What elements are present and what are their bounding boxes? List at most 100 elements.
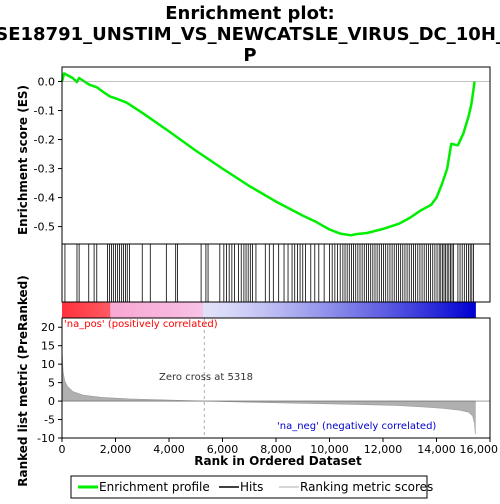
color-band-segment — [296, 302, 301, 318]
color-band-segment — [120, 302, 125, 318]
es-tick-label: -0.1 — [34, 105, 55, 118]
color-band-segment — [117, 302, 122, 318]
color-band-segment — [261, 302, 266, 318]
zero-cross-label: Zero cross at 5318 — [159, 372, 253, 383]
color-band-segment — [241, 302, 246, 318]
color-band-segment — [168, 302, 173, 318]
color-band-segment — [230, 302, 235, 318]
color-band-segment — [89, 302, 94, 318]
color-band-segment — [285, 302, 290, 318]
color-band-segment — [427, 302, 432, 318]
legend-item-hits: Hits — [240, 480, 263, 494]
color-band-segment — [113, 302, 118, 318]
chart-title-line-2: GSE18791_UNSTIM_VS_NEWCATSLE_VIRUS_DC_10… — [0, 24, 500, 45]
metric-tick-label: 10 — [41, 358, 55, 371]
color-band-segment — [371, 302, 377, 318]
color-band-segment — [323, 302, 328, 318]
color-band-segment — [337, 302, 342, 318]
es-curve — [60, 72, 476, 237]
es-axis-title: Enrichment score (ES) — [16, 85, 30, 235]
color-band-segment — [444, 302, 449, 318]
color-band-segment — [68, 302, 73, 318]
color-band-segment — [220, 302, 225, 318]
color-band-segment — [447, 302, 452, 318]
color-band-segment — [196, 302, 201, 318]
color-band-segment — [79, 302, 84, 318]
color-band-segment — [75, 302, 80, 318]
metric-tick-label: 0 — [48, 395, 55, 408]
color-band-segment — [175, 302, 180, 318]
color-band-segment — [303, 302, 308, 318]
x-tick-label: 16,000 — [460, 443, 499, 456]
color-band-segment — [413, 302, 418, 318]
color-band-segment — [423, 302, 428, 318]
color-band-segment — [361, 302, 366, 318]
color-band-segment — [110, 302, 115, 318]
es-tick-label: 0.0 — [38, 76, 56, 89]
color-band-segment — [185, 302, 191, 318]
hits-panel — [62, 244, 490, 302]
metric-panel — [62, 318, 490, 438]
metric-tick-label: -5 — [44, 414, 55, 427]
ranking-metric-area — [61, 349, 476, 435]
color-band-segment — [313, 302, 318, 318]
x-tick-label: 2,000 — [100, 443, 132, 456]
color-band-segment — [199, 302, 204, 318]
metric-tick-label: 20 — [41, 321, 55, 334]
color-band-segment — [416, 302, 421, 318]
color-band-segment — [430, 302, 435, 318]
color-band-segment — [154, 302, 160, 318]
color-band-segment — [464, 302, 469, 318]
color-band-segment — [237, 302, 242, 318]
color-band-segment — [158, 302, 163, 318]
metric-tick-label: 15 — [41, 340, 55, 353]
color-band-segment — [62, 302, 67, 318]
color-band-segment — [86, 302, 91, 318]
color-band-segment — [289, 302, 294, 318]
color-band-segment — [440, 302, 445, 318]
color-band-segment — [272, 302, 277, 318]
color-band-segment — [127, 302, 132, 318]
color-band-segment — [392, 302, 397, 318]
color-band-segment — [358, 302, 363, 318]
color-band-segment — [351, 302, 356, 318]
color-band-segment — [451, 302, 456, 318]
es-tick-label: -0.5 — [34, 221, 55, 234]
color-band-segment — [141, 302, 146, 318]
es-tick-label: -0.2 — [34, 134, 55, 147]
color-band-segment — [227, 302, 232, 318]
color-band-segment — [144, 302, 149, 318]
es-tick-label: -0.3 — [34, 163, 55, 176]
color-band-segment — [99, 302, 104, 318]
color-band-segment — [151, 302, 156, 318]
color-band-segment — [347, 302, 352, 318]
x-tick-label: 6,000 — [207, 443, 239, 456]
color-band-segment — [92, 302, 98, 318]
color-band-segment — [103, 302, 108, 318]
color-band-segment — [268, 302, 273, 318]
color-band-segment — [309, 302, 315, 318]
color-band-segment — [72, 302, 77, 318]
color-band-segment — [192, 302, 197, 318]
legend-item-enrichment-profile: Enrichment profile — [99, 480, 210, 494]
x-tick-label: 14,000 — [417, 443, 456, 456]
color-band-segment — [330, 302, 335, 318]
color-band-segment — [378, 302, 383, 318]
color-band-segment — [203, 302, 208, 318]
color-band-segment — [172, 302, 177, 318]
color-band-segment — [316, 302, 321, 318]
color-band-segment — [299, 302, 304, 318]
color-band-segment — [471, 302, 476, 318]
color-band-segment — [189, 302, 194, 318]
color-band-segment — [365, 302, 370, 318]
x-tick-label: 10,000 — [310, 443, 349, 456]
color-band-segment — [82, 302, 87, 318]
color-band-segment — [399, 302, 404, 318]
color-band-segment — [327, 302, 332, 318]
color-band-segment — [468, 302, 473, 318]
color-band-segment — [354, 302, 359, 318]
color-band-segment — [134, 302, 139, 318]
color-band-segment — [265, 302, 270, 318]
color-band-segment — [106, 302, 111, 318]
